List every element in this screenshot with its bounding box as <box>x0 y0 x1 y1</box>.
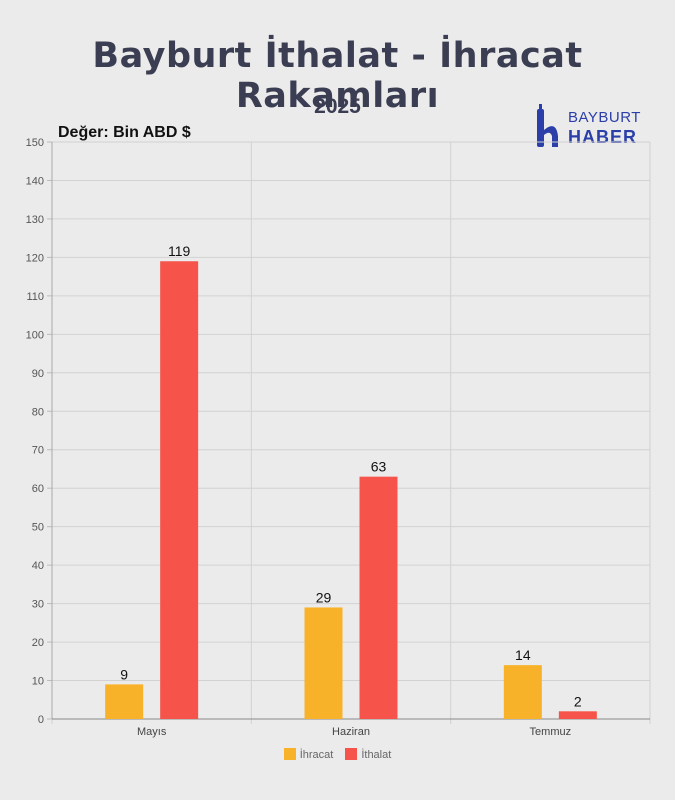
y-tick-label: 40 <box>32 560 44 572</box>
logo-text-top: BAYBURT <box>568 109 641 126</box>
y-tick-label: 100 <box>26 329 44 341</box>
data-label: 119 <box>168 243 191 259</box>
y-tick-label: 50 <box>32 522 44 534</box>
bar <box>359 476 398 719</box>
legend-swatch <box>283 748 296 760</box>
bar <box>105 684 144 719</box>
legend-swatch <box>345 748 358 760</box>
legend-item[interactable]: İthalat <box>345 748 391 761</box>
y-tick-label: 90 <box>32 368 44 380</box>
bar <box>304 607 343 719</box>
legend-label: İthalat <box>361 749 392 761</box>
y-tick-label: 80 <box>32 406 44 418</box>
y-tick-label: 30 <box>32 599 44 611</box>
chart-subtitle: 2025 <box>314 95 361 118</box>
y-tick-label: 110 <box>26 291 44 303</box>
y-tick-label: 70 <box>32 445 44 457</box>
bar <box>160 261 199 719</box>
chart-legend: İhracat İthalat <box>0 748 675 761</box>
y-tick-label: 0 <box>38 714 44 726</box>
data-label: 14 <box>515 647 531 663</box>
x-tick-label: Mayıs <box>137 726 167 738</box>
data-label: 9 <box>120 666 128 682</box>
data-label: 2 <box>574 693 582 709</box>
bar <box>558 711 597 719</box>
y-tick-label: 150 <box>26 137 44 149</box>
bar <box>503 665 542 719</box>
y-tick-label: 20 <box>32 637 44 649</box>
y-tick-label: 120 <box>26 252 44 264</box>
unit-label: Değer: Bin ABD $ <box>58 124 191 141</box>
y-tick-label: 130 <box>26 214 44 226</box>
data-label: 29 <box>316 589 332 605</box>
legend-item[interactable]: İhracat <box>283 748 334 761</box>
y-tick-label: 10 <box>32 676 44 688</box>
legend-label: İhracat <box>299 749 334 761</box>
y-tick-label: 60 <box>32 483 44 495</box>
data-label: 63 <box>371 459 387 475</box>
x-tick-label: Temmuz <box>530 726 572 738</box>
chart-title: Bayburt İthalat - İhracat Rakamları <box>92 36 583 116</box>
y-tick-label: 140 <box>26 175 44 187</box>
x-tick-label: Haziran <box>332 726 370 738</box>
